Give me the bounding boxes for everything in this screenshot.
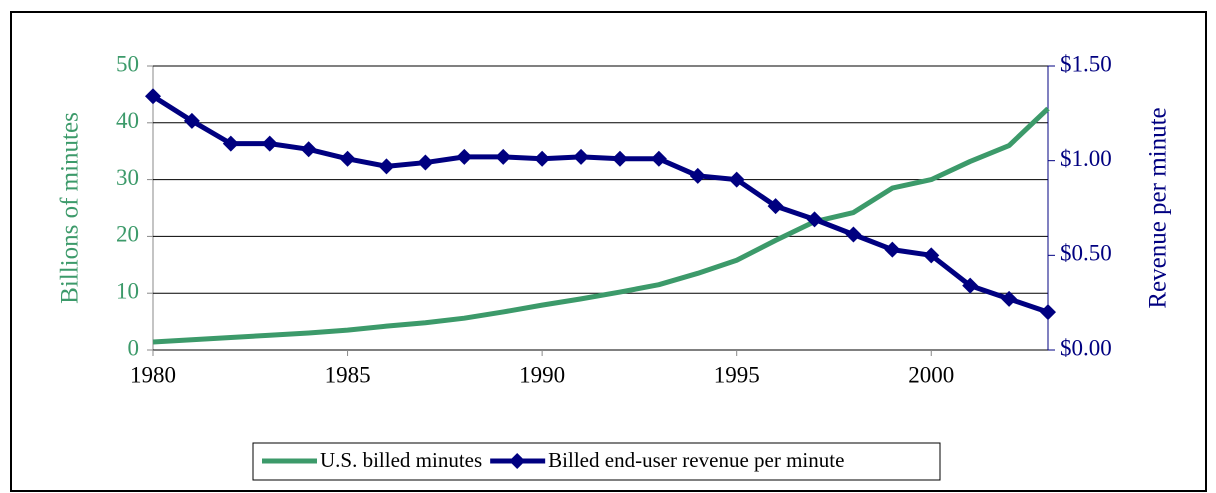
- y-tick-label: 0: [128, 335, 140, 360]
- marker: [573, 148, 590, 165]
- marker: [261, 135, 278, 152]
- legend-label: Billed end-user revenue per minute: [548, 448, 844, 472]
- y-tick-label: 30: [116, 165, 139, 190]
- legend-label: U.S. billed minutes: [320, 448, 482, 472]
- y-axis-label: Billions of minutes: [57, 112, 84, 304]
- y2-tick-label: $1.00: [1060, 146, 1112, 171]
- y2-axis-label: Revenue per minute: [1145, 107, 1172, 308]
- marker: [923, 247, 940, 264]
- marker: [728, 171, 745, 188]
- marker: [300, 141, 317, 158]
- x-tick-label: 1985: [325, 362, 371, 387]
- marker: [145, 88, 161, 105]
- marker: [845, 226, 862, 243]
- marker: [767, 198, 784, 215]
- marker: [1040, 304, 1056, 321]
- y2-tick-label: $1.50: [1060, 51, 1112, 76]
- marker: [339, 150, 356, 167]
- marker: [456, 148, 473, 165]
- marker: [183, 112, 200, 129]
- x-tick-label: 1990: [519, 362, 565, 387]
- legend-marker: [509, 453, 526, 469]
- y-tick-label: 10: [116, 278, 139, 303]
- x-tick-label: 2000: [908, 362, 954, 387]
- marker: [1001, 290, 1018, 307]
- marker: [884, 241, 901, 258]
- plot-area: [152, 65, 1049, 351]
- marker: [806, 211, 823, 228]
- y-tick-label: 20: [116, 222, 139, 247]
- marker: [417, 154, 434, 171]
- marker: [378, 158, 395, 175]
- legend: [252, 442, 941, 481]
- series-line: [152, 106, 1050, 345]
- x-tick-label: 1980: [130, 362, 176, 387]
- marker: [689, 167, 706, 184]
- marker: [962, 277, 979, 294]
- marker: [495, 148, 512, 165]
- y2-tick-label: $0.50: [1060, 241, 1112, 266]
- y-tick-label: 50: [116, 51, 139, 76]
- marker: [222, 135, 239, 152]
- marker: [611, 150, 628, 167]
- x-tick-label: 1995: [714, 362, 760, 387]
- marker: [534, 150, 551, 167]
- y2-tick-label: $0.00: [1060, 335, 1112, 360]
- y-tick-label: 40: [116, 108, 139, 133]
- marker: [650, 150, 667, 167]
